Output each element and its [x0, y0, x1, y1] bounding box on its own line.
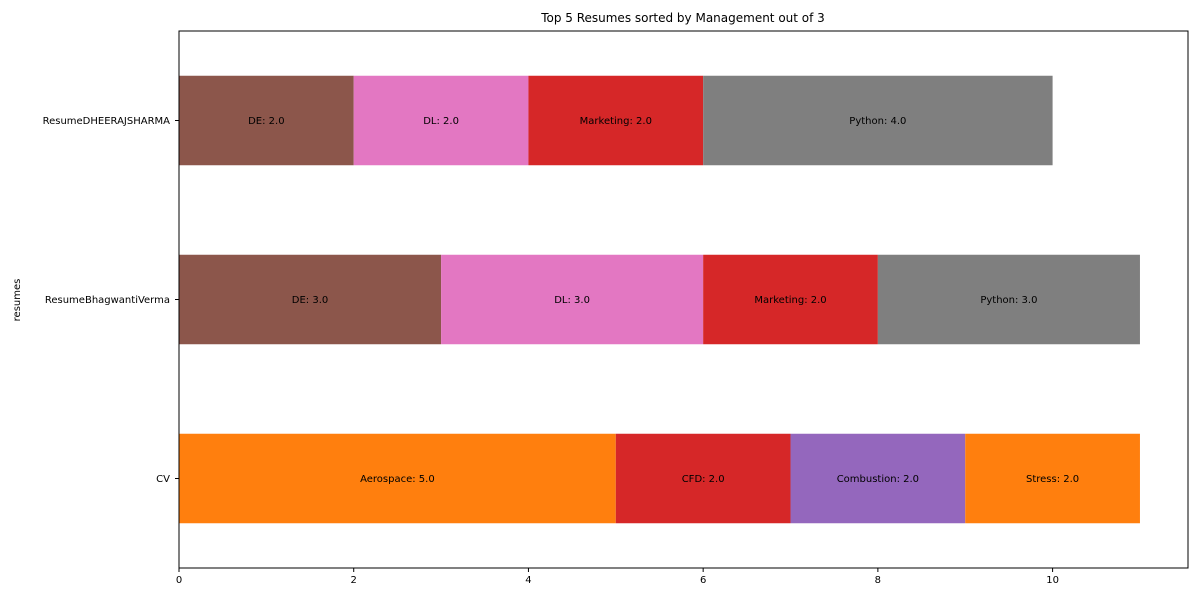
bar-segment [703, 254, 878, 345]
x-tick-label: 4 [525, 575, 531, 586]
bar-segment [179, 254, 442, 345]
bar-segment [441, 254, 704, 345]
bar-segment [703, 75, 1053, 166]
bar-segment [790, 433, 966, 524]
y-tick-label: CV [156, 474, 170, 485]
bar-segment-label: Python: 4.0 [849, 116, 906, 127]
bar-segment-label: DE: 2.0 [248, 116, 284, 127]
x-tick-label: 6 [700, 575, 706, 586]
x-tick-label: 2 [351, 575, 357, 586]
bar-segment-label: DL: 3.0 [554, 295, 590, 306]
bar-segment [179, 433, 616, 524]
axes-layer: 0 2 4 6 8 10 CV ResumeBhagwantiVerma ResumeDHEER… [43, 30, 1189, 586]
y-axis-label: resumes [12, 279, 23, 322]
bar-segment-label: Aerospace: 5.0 [360, 474, 435, 485]
bar-segment-label: Marketing: 2.0 [580, 116, 652, 127]
bar-segment [179, 75, 354, 166]
x-tick-label: 8 [875, 575, 881, 586]
chart-title: Top 5 Resumes sorted by Management out o… [540, 11, 825, 25]
bar-segment [353, 75, 529, 166]
bar-segment [877, 254, 1140, 345]
bar-segment-label: Python: 3.0 [980, 295, 1037, 306]
bar-segment-label: Marketing: 2.0 [754, 295, 826, 306]
bar-segment-label: Combustion: 2.0 [837, 474, 919, 485]
y-tick-label: ResumeBhagwantiVerma [45, 295, 170, 306]
x-tick-label: 0 [176, 575, 182, 586]
bars-layer [179, 75, 1140, 524]
segment-labels-layer: Aerospace: 5.0 CFD: 2.0 Combustion: 2.0 Str… [248, 116, 1079, 485]
bar-segment-label: CFD: 2.0 [682, 474, 725, 485]
bar-segment [528, 75, 704, 166]
bar-segment [615, 433, 791, 524]
bar-segment-label: DL: 2.0 [423, 116, 459, 127]
y-tick-label: ResumeDHEERAJSHARMA [43, 116, 171, 127]
bar-segment-label: DE: 3.0 [292, 295, 328, 306]
x-tick-label: 10 [1046, 575, 1059, 586]
bar-segment-label: Stress: 2.0 [1026, 474, 1079, 485]
bar-segment [965, 433, 1140, 524]
